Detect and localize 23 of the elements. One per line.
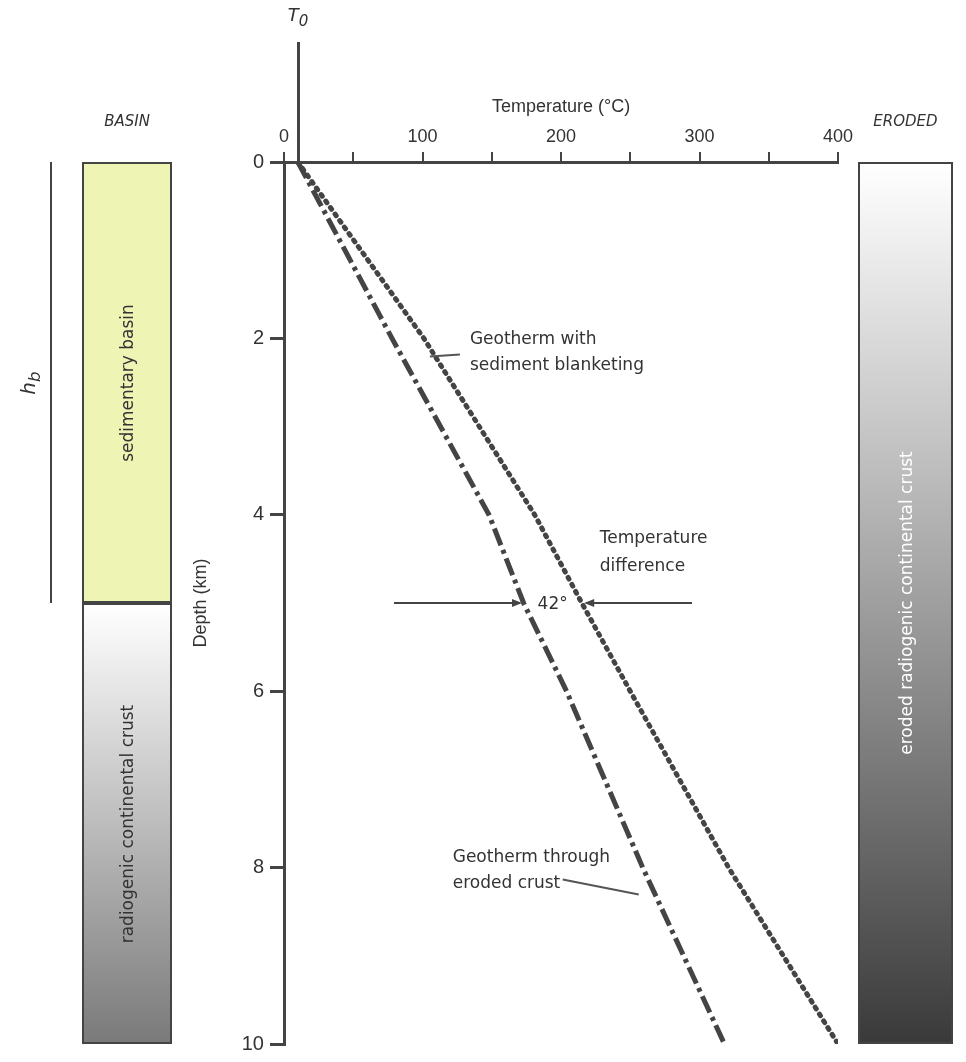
annotation: 42° bbox=[535, 593, 570, 613]
y-tick-label: 4 bbox=[252, 502, 264, 525]
y-axis-title: Depth (km) bbox=[189, 558, 210, 648]
y-tick-label: 2 bbox=[252, 325, 264, 348]
text: T$_{0}$ bbox=[287, 4, 309, 30]
x-tick-label: 0 bbox=[278, 126, 290, 147]
x-tick-label: 300 bbox=[684, 126, 715, 147]
y-tick-label: 8 bbox=[252, 855, 264, 878]
y-tick-label: 0 bbox=[252, 149, 264, 172]
y-tick-label: 10 bbox=[241, 1031, 264, 1054]
x-tick-label: 400 bbox=[822, 126, 854, 147]
series-label: Geotherm through eroded crust bbox=[452, 845, 611, 892]
text: radiogenic continental crust bbox=[117, 704, 137, 943]
series-label: Geotherm with sediment blanketing bbox=[469, 328, 644, 375]
text: BASIN bbox=[104, 112, 150, 130]
text: eroded radiogenic continental crust bbox=[895, 451, 916, 755]
x-axis-title: Temperature (°C) bbox=[491, 95, 631, 116]
annotation: Temperature difference bbox=[599, 526, 708, 577]
text: ERODED bbox=[873, 112, 938, 130]
y-tick-label: 6 bbox=[252, 678, 264, 701]
text: sedimentary basin bbox=[117, 303, 137, 462]
x-tick-label: 200 bbox=[545, 126, 577, 147]
x-tick-label: 100 bbox=[407, 126, 438, 147]
